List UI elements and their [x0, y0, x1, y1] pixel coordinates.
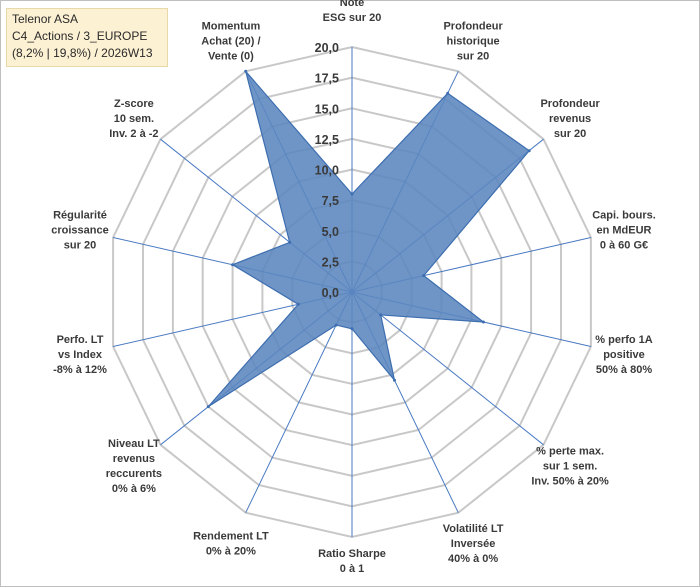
category-label-line: 0% à 6%: [112, 483, 156, 495]
category-label-line: positive: [603, 349, 645, 361]
tick-label: 10,0: [315, 164, 339, 178]
tick-label: 12,5: [315, 133, 339, 147]
category-label-line: Perfo. LT: [57, 334, 104, 346]
category-label-line: Ratio Sharpe: [318, 548, 386, 560]
category-label: Profondeur revenus sur 20: [540, 98, 600, 140]
category-label: Note ESG sur 20: [323, 0, 382, 24]
data-point: [527, 149, 531, 153]
category-label-line: sur 1 sem.: [543, 461, 597, 473]
category-label-line: historique: [447, 35, 500, 47]
category-label: Rendement LT 0% à 20%: [193, 531, 269, 558]
data-point: [334, 323, 338, 327]
tick-label: 17,5: [315, 72, 339, 86]
category-label-line: 0 à 1: [340, 563, 364, 575]
category-label: Momentum Achat (20) / Vente (0): [201, 20, 260, 62]
category-label: Régularité croissance sur 20: [51, 210, 108, 252]
company-name: Telenor ASA: [12, 12, 79, 26]
category-label-line: revenus: [549, 113, 591, 125]
category-path: C4_Actions / 3_EUROPE: [12, 29, 148, 43]
perf-week: (8,2% | 19,8%) / 2026W13: [12, 46, 153, 60]
axis-spoke: [351, 291, 544, 446]
data-point: [446, 91, 450, 95]
data-point: [350, 192, 354, 196]
data-point: [422, 274, 426, 278]
category-label-line: croissance: [51, 225, 108, 237]
category-label-line: 0 à 60 G€: [600, 240, 648, 252]
chart-title-box: Telenor ASA C4_Actions / 3_EUROPE (8,2% …: [6, 8, 168, 67]
tick-label: 20,0: [315, 41, 339, 55]
category-label-line: 0% à 20%: [206, 546, 256, 558]
category-label-line: vs Index: [58, 349, 103, 361]
category-label-line: ESG sur 20: [323, 12, 382, 24]
category-label-line: Capi. bours.: [592, 210, 656, 222]
category-label-line: reccurents: [106, 468, 162, 480]
data-point: [481, 320, 485, 324]
tick-label: 2,5: [322, 255, 339, 269]
category-label-line: Vente (0): [208, 50, 254, 62]
category-label: Volatilité LT Inversée 40% à 0%: [443, 523, 504, 565]
category-label-line: Inversée: [451, 538, 496, 550]
category-label-line: sur 20: [64, 240, 96, 252]
category-label-line: 10 sem.: [114, 113, 154, 125]
category-label: Z-score 10 sem. Inv. 2 à -2: [109, 98, 158, 140]
category-label-line: en MdEUR: [597, 225, 652, 237]
category-label: Niveau LT revenus reccurents 0% à 6%: [106, 438, 162, 495]
data-point: [206, 405, 210, 409]
category-label-line: Volatilité LT: [443, 523, 504, 535]
category-label-line: Inv. 2 à -2: [109, 128, 158, 140]
category-label: Profondeur historique sur 20: [443, 20, 503, 62]
category-label-line: 50% à 80%: [596, 364, 652, 376]
axis-spoke: [245, 291, 353, 513]
tick-label: 15,0: [315, 102, 339, 116]
data-point: [393, 378, 396, 382]
category-label-line: Achat (20) /: [201, 35, 260, 47]
category-label-line: % perte max.: [536, 446, 604, 458]
category-label-line: -8% à 12%: [53, 364, 107, 376]
category-label: Ratio Sharpe 0 à 1: [318, 548, 386, 575]
category-label: % perte max. sur 1 sem. Inv. 50% à 20%: [531, 446, 609, 488]
category-label-line: Z-score: [114, 98, 154, 110]
category-label-line: Régularité: [53, 210, 107, 222]
tick-label: 0,0: [322, 286, 339, 300]
category-label-line: 40% à 0%: [448, 553, 498, 565]
data-point: [244, 69, 248, 73]
category-label: Capi. bours. en MdEUR 0 à 60 G€: [592, 210, 656, 252]
category-label-line: Note: [340, 0, 364, 9]
data-point: [288, 240, 292, 244]
category-label-line: Inv. 50% à 20%: [531, 476, 609, 488]
category-label-line: sur 20: [554, 128, 586, 140]
category-label-line: % perfo 1A: [595, 334, 653, 346]
category-label: % perfo 1A positive 50% à 80%: [595, 334, 653, 376]
category-label-line: Profondeur: [540, 98, 600, 110]
data-point: [379, 313, 383, 317]
data-point: [296, 302, 300, 306]
data-point: [350, 327, 354, 331]
data-point: [231, 263, 235, 267]
category-label-line: sur 20: [457, 50, 489, 62]
category-label-line: Rendement LT: [193, 531, 269, 543]
tick-label: 7,5: [322, 194, 339, 208]
category-label-line: Niveau LT: [108, 438, 160, 450]
category-label-line: Momentum: [202, 20, 261, 32]
data-series-area: [207, 70, 531, 408]
category-label: Perfo. LT vs Index -8% à 12%: [53, 334, 107, 376]
tick-label: 5,0: [322, 225, 339, 239]
category-label-line: Profondeur: [443, 20, 503, 32]
category-label-line: revenus: [113, 453, 155, 465]
